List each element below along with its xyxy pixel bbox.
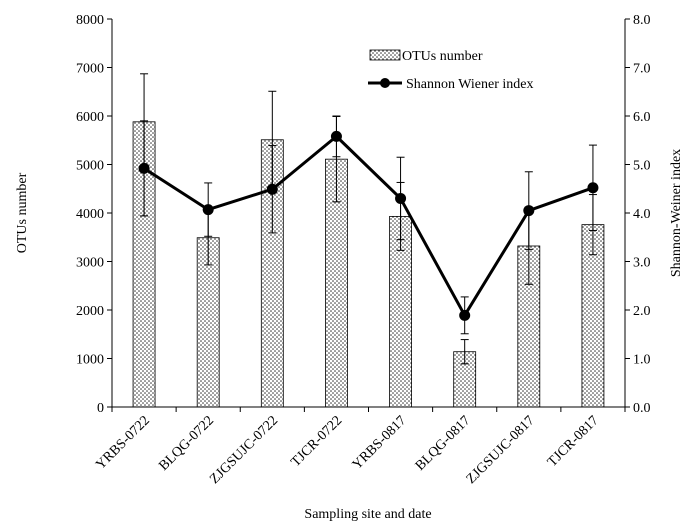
axes-layer: 0 1000 2000 3000 4000 5000 6000 7000 8000 0.0 1.0 2… <box>76 13 651 487</box>
legend: OTUs number Shannon Wiener index <box>368 49 533 92</box>
line-point <box>459 309 471 321</box>
bars-layer <box>132 121 605 408</box>
line-layer <box>138 130 599 321</box>
legend-label-bars: OTUs number <box>402 49 483 64</box>
y-right-tick-label: 8.0 <box>633 13 651 28</box>
y-left-tick-label: 7000 <box>76 62 104 77</box>
line-series <box>143 134 594 317</box>
line-point <box>523 205 535 217</box>
y-right-tick-label: 0.0 <box>633 401 651 416</box>
y-right-tick-label: 6.0 <box>633 110 651 125</box>
y-right-tick-label: 2.0 <box>633 304 651 319</box>
y-left-tick-label: 4000 <box>76 207 104 222</box>
line-point <box>395 192 407 204</box>
line-point <box>587 182 599 194</box>
legend-label-line: Shannon Wiener index <box>406 77 533 92</box>
y-axis-right-title: Shannon-Weiner index <box>669 149 684 277</box>
y-left-tick-label: 0 <box>97 401 104 416</box>
x-axis-title: Sampling site and date <box>304 507 431 521</box>
y-left-tick-label: 2000 <box>76 304 104 319</box>
legend-swatch-marker <box>380 78 390 88</box>
legend-swatch-bars <box>369 49 401 61</box>
y-left-tick-label: 8000 <box>76 13 104 28</box>
x-tick-label: TJCR-0817 <box>545 413 602 470</box>
line-point <box>138 162 150 174</box>
x-tick-label: ZJGSUJC-0722 <box>207 413 281 487</box>
y-left-tick-label: 1000 <box>76 353 104 368</box>
x-tick-label: BLQG-0722 <box>156 413 217 474</box>
x-tick-label: TJCR-0722 <box>288 413 345 470</box>
y-right-tick-label: 7.0 <box>633 62 651 77</box>
y-right-tick-label: 4.0 <box>633 207 651 222</box>
x-tick-label: BLQG-0817 <box>413 413 474 474</box>
line-point <box>330 130 342 142</box>
x-tick-label: YRBS-0817 <box>350 413 410 473</box>
line-point <box>266 183 278 195</box>
y-axis-left-title: OTUs number <box>15 172 30 253</box>
x-tick-label: ZJGSUJC-0817 <box>464 413 538 487</box>
y-left-tick-label: 6000 <box>76 110 104 125</box>
x-tick-label: YRBS-0722 <box>93 413 153 473</box>
y-right-tick-label: 1.0 <box>633 353 651 368</box>
line-point <box>202 204 214 216</box>
y-left-tick-label: 3000 <box>76 256 104 271</box>
y-left-tick-label: 5000 <box>76 159 104 174</box>
y-right-tick-label: 3.0 <box>633 256 651 271</box>
y-right-tick-label: 5.0 <box>633 159 651 174</box>
